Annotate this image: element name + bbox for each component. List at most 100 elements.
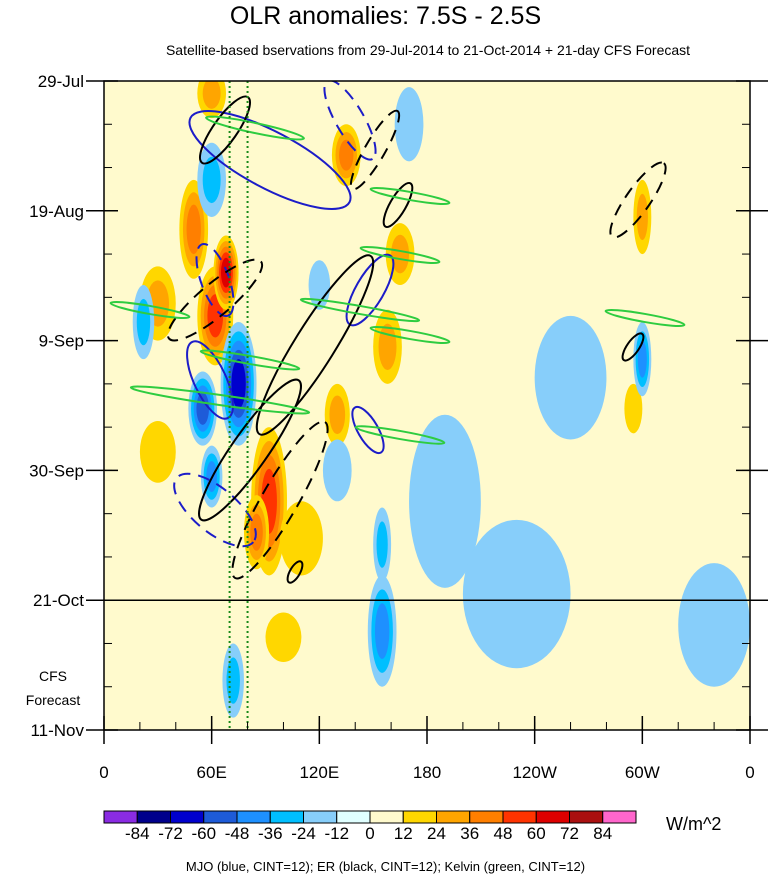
anomaly-blob (394, 87, 424, 162)
anomaly-blob (636, 193, 648, 241)
anomaly-blob (378, 323, 397, 370)
y-tick-label: 29-Jul (38, 72, 84, 91)
anomaly-blob (678, 563, 750, 687)
colorbar-label: 60 (527, 824, 546, 843)
kelvin-contour (354, 425, 446, 445)
x-tick-label: 60W (625, 763, 660, 782)
anomaly-blob (202, 81, 221, 109)
anomaly-blob (409, 414, 481, 588)
er-contour (231, 420, 329, 580)
wave-contours (109, 81, 686, 584)
mjo-contour (351, 405, 385, 455)
kelvin-contour (359, 246, 441, 264)
plot-area (104, 81, 750, 730)
er-contour (349, 109, 401, 191)
anomaly-blob (202, 156, 221, 204)
anomaly-blob (308, 260, 331, 310)
colorbar-label: 24 (427, 824, 446, 843)
colorbar-swatch (569, 810, 604, 824)
anomaly-blob (279, 501, 323, 576)
colorbar-swatch (402, 810, 437, 824)
y-axis: 29-Jul 19-Aug 9-Sep 30-Sep 21-Oct 11-Nov (29, 72, 768, 740)
colorbar-swatch (502, 810, 537, 824)
colorbar-label: -48 (225, 824, 250, 843)
colorbar-swatch (303, 810, 338, 824)
colorbar-label: 84 (593, 824, 612, 843)
colorbar-swatch (336, 810, 371, 824)
colorbar-swatch (103, 810, 138, 824)
kelvin-contour (299, 297, 421, 323)
colorbar-label: -36 (258, 824, 283, 843)
anomaly-blob (139, 420, 176, 483)
colorbar-label: 12 (394, 824, 413, 843)
chart-subtitle: Satellite-based bservations from 29-Jul-… (165, 42, 691, 58)
er-contour (621, 332, 645, 362)
kelvin-contour (205, 115, 305, 141)
anomaly-blob (462, 519, 571, 669)
x-tick-label: 180 (413, 763, 441, 782)
er-contour (198, 378, 302, 522)
anomaly-blob (136, 298, 151, 346)
anomaly-blob (391, 234, 410, 274)
kelvin-contour (109, 301, 191, 319)
colorbar-swatch (269, 810, 304, 824)
mjo-contour (173, 472, 257, 548)
kelvin-contour (369, 187, 451, 205)
er-contour (255, 254, 375, 436)
mjo-contour (188, 110, 352, 210)
anomaly-blob (322, 439, 352, 502)
colorbar-label: 36 (460, 824, 479, 843)
colorbar-swatch (136, 810, 171, 824)
anomaly-blob (376, 521, 388, 568)
colorbar-label: -60 (191, 824, 216, 843)
footer-caption: MJO (blue, CINT=12); ER (black, CINT=12)… (185, 859, 586, 874)
reference-lines (228, 81, 249, 730)
x-tick-label: 120E (299, 763, 339, 782)
y-tick-label: 30-Sep (29, 461, 84, 480)
anomaly-blob (624, 383, 643, 434)
anomaly-blob (196, 392, 209, 425)
y-tick-label: 21-Oct (33, 591, 84, 610)
colorbar-swatch (469, 810, 504, 824)
colorbar: -84 -72 -60 -48 -36 -24 -12 0 12 24 36 48 60 72 84 (103, 810, 637, 843)
colorbar-swatch (436, 810, 471, 824)
x-tick-label: 120W (512, 763, 556, 782)
y-tick-label: 11-Nov (30, 721, 84, 740)
chart-title: OLR anomalies: 7.5S - 2.5S (229, 2, 542, 30)
colorbar-label: 0 (365, 824, 374, 843)
colorbar-units: W/m^2 (666, 814, 722, 834)
anomaly-blob (226, 657, 240, 704)
forecast-label: CFS Forecast (18, 664, 88, 712)
forecast-label-line1: CFS (39, 668, 67, 684)
colorbar-label: -72 (158, 824, 183, 843)
mjo-contour (195, 242, 235, 318)
colorbar-swatch (535, 810, 570, 824)
er-contour (166, 258, 264, 342)
colorbar-swatch (170, 810, 205, 824)
colorbar-swatch (369, 810, 404, 824)
x-tick-label: 60E (197, 763, 227, 782)
mjo-contour (186, 340, 234, 420)
anomaly-blob (265, 612, 302, 663)
x-tick-label: 0 (745, 763, 754, 782)
colorbar-swatch (602, 810, 637, 824)
colorbar-swatch (236, 810, 271, 824)
colorbar-label: -24 (291, 824, 316, 843)
x-tick-label: 0 (99, 763, 108, 782)
colorbar-label: -12 (324, 824, 349, 843)
mjo-contour (323, 81, 377, 161)
er-contour (286, 560, 304, 584)
forecast-label-line2: Forecast (25, 692, 81, 708)
anomaly-blob (374, 603, 390, 659)
colorbar-swatch (203, 810, 238, 824)
kelvin-contour (199, 349, 301, 371)
anomaly-blob (637, 340, 647, 378)
kelvin-contour (604, 309, 686, 327)
y-tick-label: 19-Aug (29, 202, 84, 221)
colorbar-label: 48 (494, 824, 513, 843)
kelvin-contour (369, 326, 451, 344)
y-tick-label: 9-Sep (39, 332, 84, 351)
anomaly-blob (186, 204, 201, 255)
colorbar-label: 72 (560, 824, 579, 843)
